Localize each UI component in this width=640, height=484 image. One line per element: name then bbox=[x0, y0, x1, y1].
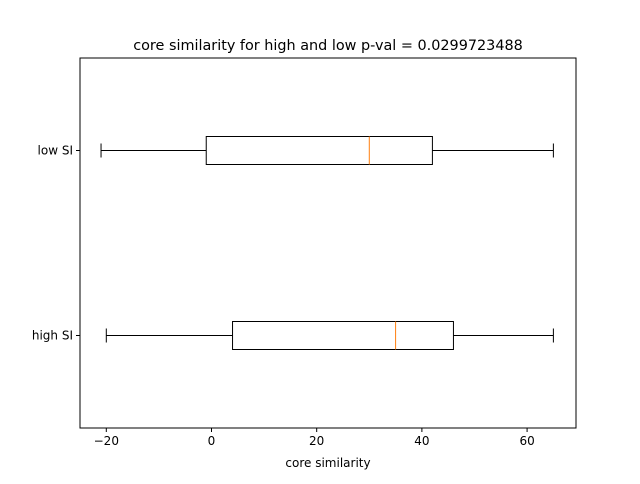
x-tick-label: −20 bbox=[94, 434, 119, 448]
axes-frame bbox=[79, 57, 577, 429]
x-axis-label: core similarity bbox=[285, 456, 370, 470]
y-tick-label: low SI bbox=[38, 144, 73, 158]
box-iqr bbox=[205, 136, 433, 165]
x-axis: −20 0 20 40 60 bbox=[94, 428, 535, 448]
chart-title: core similarity for high and low p-val =… bbox=[133, 38, 523, 54]
box-group-0 bbox=[105, 321, 554, 350]
x-tick-label: 60 bbox=[519, 434, 534, 448]
box-iqr bbox=[232, 321, 454, 350]
plot-area bbox=[100, 136, 554, 350]
x-tick-label: 40 bbox=[414, 434, 429, 448]
y-tick-label: high SI bbox=[32, 329, 73, 343]
x-tick-label: 0 bbox=[208, 434, 216, 448]
y-axis: high SI low SI bbox=[32, 144, 80, 343]
x-tick-label: 20 bbox=[309, 434, 324, 448]
box-group-1 bbox=[100, 136, 554, 165]
